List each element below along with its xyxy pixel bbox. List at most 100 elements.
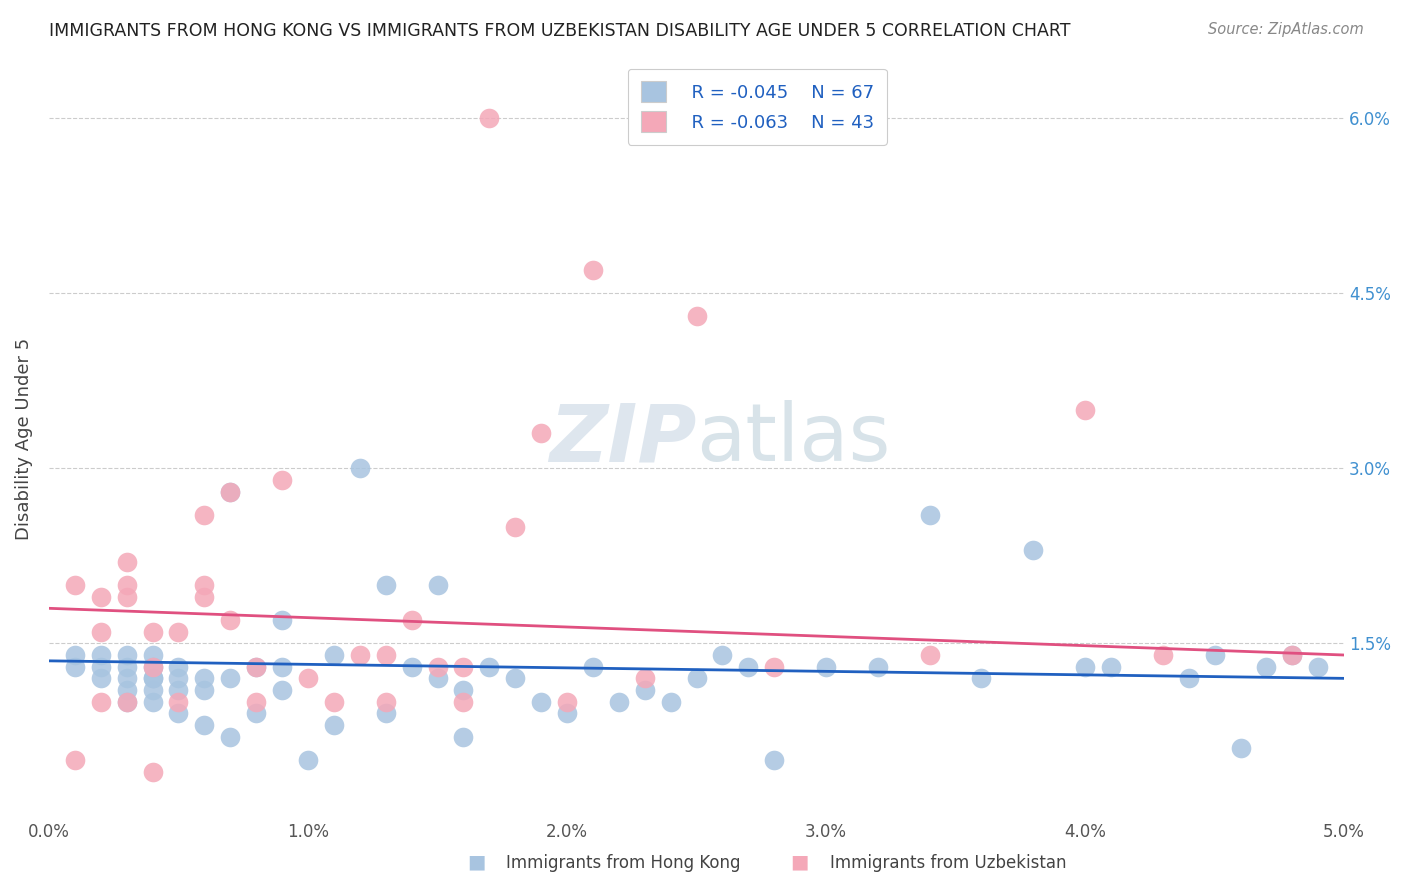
Point bbox=[453, 730, 475, 744]
Legend:   R = -0.045    N = 67,   R = -0.063    N = 43: R = -0.045 N = 67, R = -0.063 N = 43 bbox=[628, 69, 887, 145]
Point bbox=[142, 648, 165, 662]
Point bbox=[685, 671, 707, 685]
Point bbox=[582, 659, 605, 673]
Point bbox=[90, 695, 112, 709]
Point bbox=[115, 648, 138, 662]
Point bbox=[1074, 402, 1097, 417]
Point bbox=[297, 753, 319, 767]
Point bbox=[90, 590, 112, 604]
Point bbox=[142, 671, 165, 685]
Point bbox=[90, 659, 112, 673]
Text: IMMIGRANTS FROM HONG KONG VS IMMIGRANTS FROM UZBEKISTAN DISABILITY AGE UNDER 5 C: IMMIGRANTS FROM HONG KONG VS IMMIGRANTS … bbox=[49, 22, 1071, 40]
Point bbox=[1281, 648, 1303, 662]
Point bbox=[1204, 648, 1226, 662]
Point bbox=[322, 695, 344, 709]
Point bbox=[1022, 543, 1045, 558]
Point bbox=[401, 613, 423, 627]
Text: Immigrants from Hong Kong: Immigrants from Hong Kong bbox=[506, 855, 741, 872]
Point bbox=[115, 590, 138, 604]
Point bbox=[582, 262, 605, 277]
Point bbox=[503, 519, 526, 533]
Point bbox=[271, 473, 294, 487]
Point bbox=[453, 659, 475, 673]
Point bbox=[167, 706, 190, 721]
Point bbox=[322, 718, 344, 732]
Point bbox=[918, 648, 941, 662]
Point bbox=[63, 753, 86, 767]
Point bbox=[167, 659, 190, 673]
Point bbox=[115, 695, 138, 709]
Point bbox=[142, 659, 165, 673]
Point bbox=[271, 683, 294, 698]
Point bbox=[193, 578, 215, 592]
Point bbox=[90, 648, 112, 662]
Point bbox=[607, 695, 630, 709]
Point bbox=[634, 683, 657, 698]
Point bbox=[115, 578, 138, 592]
Point bbox=[142, 695, 165, 709]
Point bbox=[167, 624, 190, 639]
Point bbox=[245, 706, 267, 721]
Point bbox=[142, 764, 165, 779]
Point bbox=[115, 659, 138, 673]
Point bbox=[1229, 741, 1251, 756]
Text: ■: ■ bbox=[790, 853, 808, 871]
Point bbox=[374, 706, 396, 721]
Point bbox=[1099, 659, 1122, 673]
Point bbox=[737, 659, 759, 673]
Point bbox=[1281, 648, 1303, 662]
Point bbox=[63, 578, 86, 592]
Point bbox=[1152, 648, 1174, 662]
Point bbox=[219, 484, 242, 499]
Point bbox=[297, 671, 319, 685]
Point bbox=[503, 671, 526, 685]
Point bbox=[555, 695, 578, 709]
Point bbox=[219, 671, 242, 685]
Text: ZIP: ZIP bbox=[550, 400, 696, 478]
Point bbox=[866, 659, 889, 673]
Point bbox=[142, 683, 165, 698]
Point bbox=[142, 659, 165, 673]
Y-axis label: Disability Age Under 5: Disability Age Under 5 bbox=[15, 338, 32, 541]
Point bbox=[245, 695, 267, 709]
Point bbox=[245, 659, 267, 673]
Point bbox=[90, 624, 112, 639]
Point bbox=[1074, 659, 1097, 673]
Point bbox=[271, 659, 294, 673]
Point bbox=[634, 671, 657, 685]
Point bbox=[349, 648, 371, 662]
Point bbox=[711, 648, 734, 662]
Point bbox=[453, 695, 475, 709]
Point bbox=[374, 578, 396, 592]
Text: atlas: atlas bbox=[696, 400, 891, 478]
Point bbox=[374, 695, 396, 709]
Point bbox=[1256, 659, 1278, 673]
Point bbox=[401, 659, 423, 673]
Point bbox=[374, 648, 396, 662]
Point bbox=[918, 508, 941, 522]
Point bbox=[426, 659, 449, 673]
Point bbox=[142, 624, 165, 639]
Point bbox=[115, 695, 138, 709]
Point bbox=[115, 555, 138, 569]
Point bbox=[193, 671, 215, 685]
Point bbox=[115, 683, 138, 698]
Point bbox=[555, 706, 578, 721]
Point bbox=[219, 613, 242, 627]
Point bbox=[115, 671, 138, 685]
Point bbox=[815, 659, 838, 673]
Point bbox=[193, 508, 215, 522]
Point bbox=[271, 613, 294, 627]
Point bbox=[685, 310, 707, 324]
Point bbox=[322, 648, 344, 662]
Point bbox=[426, 578, 449, 592]
Point bbox=[1308, 659, 1330, 673]
Point bbox=[426, 671, 449, 685]
Point bbox=[763, 753, 786, 767]
Text: ■: ■ bbox=[467, 853, 485, 871]
Point bbox=[193, 718, 215, 732]
Point bbox=[453, 683, 475, 698]
Point bbox=[970, 671, 993, 685]
Point bbox=[530, 426, 553, 441]
Point bbox=[167, 695, 190, 709]
